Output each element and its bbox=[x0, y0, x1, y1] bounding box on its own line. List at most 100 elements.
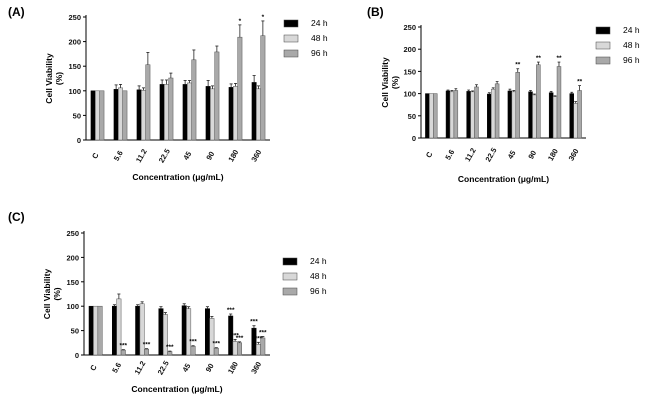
bar-96h-90 bbox=[214, 51, 220, 141]
legend: 24 h 48 h 96 h bbox=[283, 18, 328, 58]
legend-swatch-48h bbox=[595, 41, 611, 50]
x-tick-label: 22.5 bbox=[483, 146, 498, 163]
significance-marker: *** bbox=[250, 319, 258, 326]
y-tick-label: 0 bbox=[412, 134, 416, 143]
bar-48h-11.2 bbox=[470, 91, 475, 139]
y-tick-label: 100 bbox=[403, 90, 416, 99]
bar-96h-C bbox=[99, 90, 105, 141]
bar-48h-11.2 bbox=[141, 90, 146, 141]
bar-24h-11.2 bbox=[136, 89, 142, 141]
y-tick-label: 200 bbox=[66, 253, 79, 262]
bar-96h-180 bbox=[237, 36, 243, 141]
bar-48h-90 bbox=[532, 94, 537, 139]
x-tick-label: 90 bbox=[204, 362, 216, 374]
bar-48h-C bbox=[95, 90, 100, 141]
significance-marker: *** bbox=[255, 335, 263, 342]
y-tick-label: 250 bbox=[66, 229, 79, 238]
bar-96h-180 bbox=[556, 66, 562, 139]
bar-48h-45 bbox=[187, 82, 192, 141]
significance-marker: *** bbox=[259, 329, 267, 336]
x-tick-label: 22.5 bbox=[157, 147, 172, 164]
x-tick-label: 11.2 bbox=[463, 146, 478, 163]
x-tick-label: 5.6 bbox=[112, 149, 125, 163]
x-axis-title: Concentration (μg/mL) bbox=[131, 384, 222, 394]
y-axis-title-line: (%) bbox=[390, 76, 400, 89]
bar-24h-45 bbox=[182, 84, 188, 141]
legend-swatch-96h bbox=[595, 56, 611, 65]
x-tick-label: 360 bbox=[249, 148, 263, 163]
y-tick-label: 0 bbox=[77, 136, 81, 145]
bar-96h-11.2 bbox=[145, 64, 151, 141]
legend-swatch-24h bbox=[283, 19, 299, 28]
bar-24h-45 bbox=[181, 305, 187, 356]
bar-48h-360 bbox=[256, 88, 261, 141]
bar-24h-C bbox=[90, 90, 96, 141]
bar-24h-11.2 bbox=[135, 305, 141, 356]
y-axis-title-line: Cell Viability bbox=[44, 53, 54, 104]
significance-marker: *** bbox=[189, 339, 197, 346]
bar-96h-45 bbox=[190, 345, 196, 356]
bar-96h-11.2 bbox=[144, 348, 150, 356]
bar-24h-360 bbox=[569, 93, 574, 139]
bar-96h-C bbox=[97, 305, 103, 356]
legend: 24 h 48 h 96 h bbox=[595, 25, 640, 65]
y-tick-label: 200 bbox=[68, 38, 81, 47]
bar-96h-22.5 bbox=[168, 77, 174, 141]
legend-label: 96 h bbox=[623, 55, 640, 65]
x-tick-label: 11.2 bbox=[134, 147, 149, 164]
bar-24h-C bbox=[425, 93, 430, 139]
x-tick-label: C bbox=[88, 363, 99, 373]
y-tick-label: 150 bbox=[68, 62, 81, 71]
legend: 24 h 48 h 96 h bbox=[282, 256, 327, 296]
y-axis-title-line: (%) bbox=[52, 287, 62, 300]
bar-48h-45 bbox=[511, 91, 517, 139]
chart-panel-2: (B) 0 50 100 150 200 250 Cell Viability(%) C 5.6 1… bbox=[367, 5, 640, 184]
bar-24h-90 bbox=[204, 308, 210, 356]
bar-48h-5.6 bbox=[449, 91, 455, 139]
bar-24h-90 bbox=[528, 91, 533, 139]
significance-marker: *** bbox=[143, 342, 151, 349]
chart-panel-3: (C) 0 50 100 150 200 250 Cell Viability(%) C 5.6 1… bbox=[8, 210, 327, 394]
bar-48h-180 bbox=[552, 96, 558, 139]
legend-swatch-24h bbox=[595, 26, 611, 35]
bar-48h-C bbox=[429, 93, 434, 139]
bar-48h-22.5 bbox=[490, 88, 496, 139]
y-tick-label: 100 bbox=[68, 87, 81, 96]
significance-marker: *** bbox=[227, 307, 235, 314]
significance-marker: *** bbox=[119, 343, 127, 350]
x-tick-label: 5.6 bbox=[443, 148, 456, 162]
x-tick-label: 180 bbox=[226, 148, 240, 163]
y-axis-title: Cell Viability(%) bbox=[42, 269, 62, 320]
significance-marker: *** bbox=[236, 335, 244, 342]
x-tick-label: 180 bbox=[546, 147, 560, 162]
y-tick-label: 100 bbox=[66, 302, 79, 311]
x-tick-label: 22.5 bbox=[156, 359, 171, 376]
legend-swatch-48h bbox=[282, 272, 298, 281]
bar-96h-45 bbox=[191, 59, 197, 141]
x-tick-label: 360 bbox=[249, 360, 263, 375]
bar-48h-180 bbox=[233, 86, 238, 141]
bar-24h-5.6 bbox=[113, 89, 119, 141]
bar-48h-360 bbox=[255, 344, 261, 356]
significance-marker: ** bbox=[536, 55, 542, 62]
bar-24h-11.2 bbox=[466, 91, 471, 139]
y-tick-label: 50 bbox=[71, 327, 79, 336]
bar-96h-180 bbox=[237, 342, 243, 356]
x-axis-title: Concentration (μg/mL) bbox=[132, 172, 223, 182]
x-tick-label: 11.2 bbox=[133, 359, 148, 376]
bar-96h-5.6 bbox=[122, 90, 128, 141]
y-axis-title-line: Cell Viability bbox=[380, 57, 390, 108]
bar-24h-22.5 bbox=[159, 84, 165, 141]
significance-marker: ** bbox=[515, 62, 521, 69]
y-tick-label: 250 bbox=[403, 23, 416, 32]
bar-48h-22.5 bbox=[164, 84, 169, 141]
y-tick-label: 0 bbox=[75, 351, 79, 360]
x-axis-title: Concentration (μg/mL) bbox=[458, 174, 549, 184]
y-axis-title-line: Cell Viability bbox=[42, 269, 52, 320]
significance-marker: *** bbox=[166, 344, 174, 351]
x-tick-label: 45 bbox=[506, 149, 518, 161]
bar-24h-180 bbox=[548, 92, 554, 139]
legend-label: 48 h bbox=[623, 40, 640, 50]
legend-label: 24 h bbox=[623, 25, 640, 35]
